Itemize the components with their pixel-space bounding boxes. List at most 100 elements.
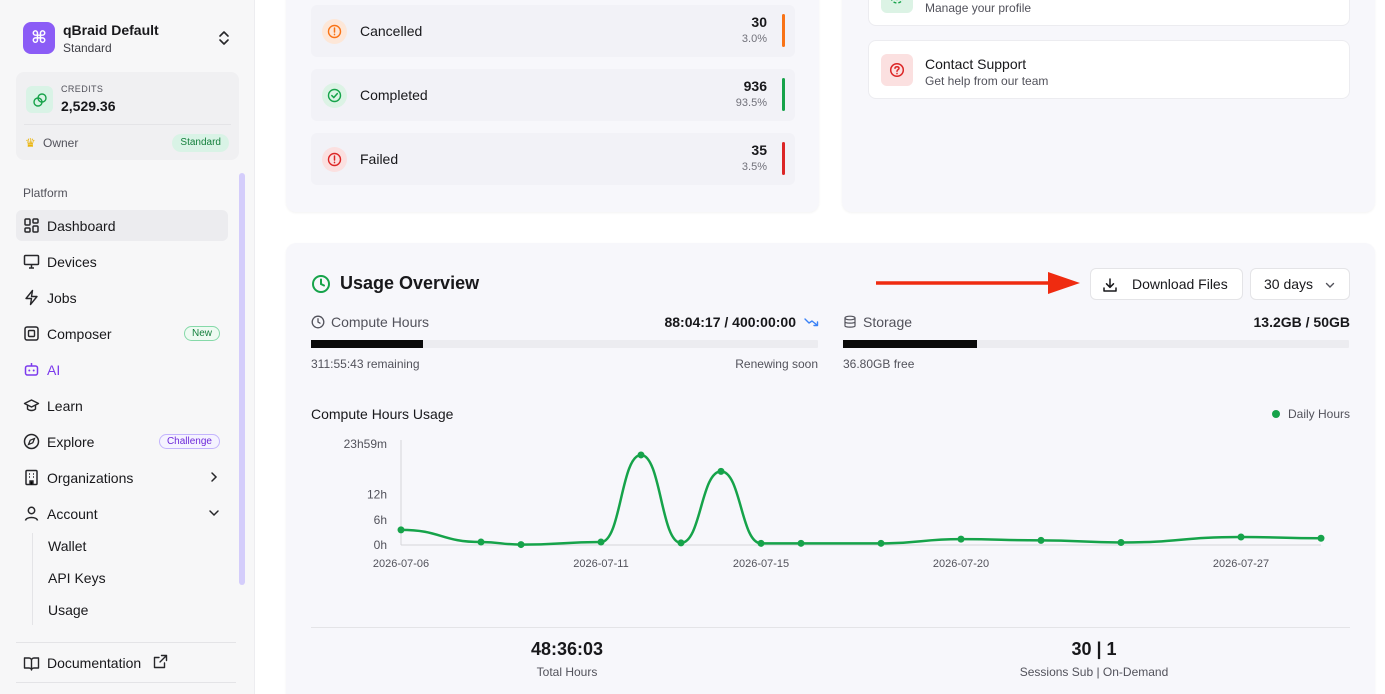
usage-overview-title: Usage Overview [340, 273, 480, 293]
legend-dot [1271, 410, 1280, 418]
data-point [1037, 536, 1045, 544]
quick-link-description: Get help from our team [925, 74, 1049, 88]
sidebar-item-label: Account [47, 506, 98, 522]
platform-section-title: Platform [23, 186, 68, 200]
annotation-arrow [876, 272, 1080, 294]
divider [16, 682, 236, 683]
sidebar: ⌘ qBraid Default Standard CREDITS 2,529.… [0, 0, 255, 694]
job-status-row-failed[interactable]: Failed 35 3.5% [311, 133, 795, 185]
data-point [477, 538, 485, 546]
org-plan: Standard [63, 41, 112, 55]
documentation-link[interactable]: Documentation [16, 648, 228, 678]
composer-icon [24, 326, 39, 341]
data-point [1317, 534, 1325, 542]
divider [311, 627, 1350, 628]
status-percent: 93.5% [735, 97, 767, 109]
sidebar-item-composer[interactable]: Composer New [16, 318, 228, 349]
plan-badge: Standard [172, 134, 229, 152]
sidebar-item-label: Jobs [47, 290, 77, 306]
y-tick-label: 12h [367, 488, 387, 502]
compute-remaining: 311:55:43 remaining [311, 357, 420, 371]
org-name: qBraid Default [63, 22, 159, 38]
sidebar-subitem-wallet[interactable]: Wallet [48, 538, 87, 554]
sessions-value: 30 | 1 [1071, 639, 1117, 659]
y-tick-label: 6h [374, 513, 387, 527]
sidebar-item-explore[interactable]: Explore Challenge [16, 426, 228, 457]
job-status-row-completed[interactable]: Completed 936 93.5% [311, 69, 795, 121]
sidebar-subitem-usage[interactable]: Usage [48, 602, 89, 618]
compute-hours-chart: 0h 6h 12h 23h59m 2026-07-06 2026-07-11 2026-07… [344, 437, 1325, 570]
data-point [677, 539, 685, 547]
compute-hours-value: 88:04:17 / 400:00:00 [664, 314, 796, 330]
status-count: 936 [743, 78, 767, 94]
data-point [1117, 538, 1125, 546]
status-count: 30 [751, 14, 767, 30]
status-percent: 3.5% [741, 161, 767, 173]
storage-value: 13.2GB / 50GB [1253, 314, 1351, 330]
bot-icon [24, 363, 39, 376]
compute-hours-progress-fill [311, 340, 423, 348]
sidebar-item-learn[interactable]: Learn [16, 390, 228, 421]
chevron-down-icon [1325, 282, 1335, 288]
contact-support-link[interactable]: Contact Support Get help from our team [868, 40, 1350, 99]
sidebar-scrollbar[interactable] [239, 173, 245, 585]
trending-down-icon [804, 318, 819, 327]
status-label: Completed [360, 87, 428, 103]
sidebar-item-ai[interactable]: AI [16, 354, 228, 385]
data-point [757, 539, 765, 547]
status-bar [782, 78, 785, 111]
settings-icon [881, 0, 913, 13]
x-tick-label: 2026-07-15 [733, 558, 789, 570]
building-icon [25, 469, 38, 486]
graduation-cap-icon [23, 399, 40, 412]
role-label: Owner [43, 136, 79, 150]
clock-icon [312, 275, 330, 293]
jobs-status-card: Cancelled 30 3.0% Completed 936 93.5% Fa… [286, 0, 819, 212]
sidebar-item-devices[interactable]: Devices [16, 246, 228, 277]
sidebar-item-label: Composer [47, 326, 112, 342]
book-icon [23, 657, 40, 671]
alert-circle-icon [322, 147, 347, 172]
legend-label: Daily Hours [1287, 407, 1350, 421]
download-files-button[interactable]: Download Files [1090, 268, 1243, 300]
credits-value: 2,529.36 [61, 98, 116, 114]
total-hours-label: Total Hours [536, 665, 598, 679]
usage-overview-card: Usage Overview Download Files 30 days Co… [286, 243, 1375, 694]
x-tick-label: 2026-07-06 [373, 558, 429, 570]
download-icon [1103, 278, 1117, 292]
sidebar-item-dashboard[interactable]: Dashboard [16, 210, 228, 241]
sidebar-item-organizations[interactable]: Organizations [16, 462, 228, 493]
org-switcher[interactable]: ⌘ qBraid Default Standard [23, 22, 235, 56]
time-range-select[interactable]: 30 days [1250, 268, 1350, 300]
compass-icon [23, 433, 40, 450]
dashboard-icon [24, 218, 39, 233]
row-background [311, 69, 795, 121]
quick-link-description: Manage your profile [925, 1, 1032, 15]
data-point [957, 535, 965, 543]
storage-progress [843, 340, 1349, 348]
chevron-right-icon [211, 472, 218, 482]
sidebar-subitem-api-keys[interactable]: API Keys [48, 570, 106, 586]
total-hours-value: 48:36:03 [530, 639, 604, 659]
storage-progress-fill [843, 340, 977, 348]
storage-label: Storage [863, 314, 913, 330]
row-background [311, 133, 795, 185]
sidebar-item-label: Dashboard [47, 218, 116, 234]
challenge-badge: Challenge [158, 434, 220, 449]
alert-circle-icon [322, 19, 347, 44]
sidebar-item-label: AI [47, 362, 61, 378]
sidebar-item-account[interactable]: Account [16, 498, 228, 529]
x-tick-label: 2026-07-20 [933, 558, 989, 570]
credits-card: CREDITS 2,529.36 ♛ Owner Standard [16, 72, 239, 160]
profile-link[interactable]: Manage your profile [868, 0, 1350, 26]
renewal-status: Renewing soon [735, 357, 818, 371]
sidebar-item-jobs[interactable]: Jobs [16, 282, 228, 313]
new-badge: New [183, 326, 220, 341]
job-status-row-cancelled[interactable]: Cancelled 30 3.0% [311, 5, 795, 57]
data-point [797, 539, 805, 547]
divider [16, 642, 236, 643]
quick-link-title: Contact Support [925, 56, 1027, 72]
external-link-icon [153, 654, 168, 669]
divider [24, 124, 231, 125]
user-icon [24, 506, 39, 521]
